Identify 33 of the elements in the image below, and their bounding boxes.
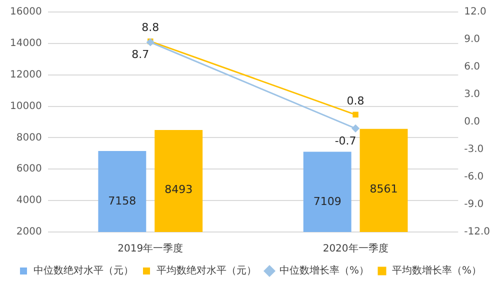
y2-tick-label: -6.0 — [464, 172, 484, 183]
data-label: 7109 — [313, 194, 342, 208]
y-tick-label: 8000 — [16, 132, 42, 144]
legend-label: 中位数增长率（%） — [280, 264, 370, 277]
y-tick-label: 12000 — [10, 69, 42, 80]
data-label: 0.8 — [346, 94, 364, 108]
y2-tick-label: -12.0 — [464, 226, 490, 238]
y-tick-label: 4000 — [16, 195, 42, 206]
y2-tick-label: 6.0 — [464, 62, 480, 73]
data-label: 7158 — [108, 194, 136, 208]
data-label: 8.7 — [132, 48, 150, 62]
y2-tick-label: -3.0 — [464, 144, 484, 156]
data-label: -0.7 — [334, 134, 356, 148]
point — [352, 112, 358, 118]
y2-tick-label: -9.0 — [464, 199, 484, 210]
y-tick-label: 16000 — [10, 6, 42, 18]
y-tick-label: 14000 — [10, 38, 42, 50]
y-tick-label: 6000 — [16, 164, 42, 175]
y2-tick-label: 12.0 — [464, 6, 486, 18]
legend-label: 中位数绝对水平（元） — [34, 264, 134, 277]
y2-tick-label: 0.0 — [464, 116, 480, 128]
x-tick-label: 2019年一季度 — [118, 242, 184, 255]
y-tick-label: 10000 — [10, 100, 42, 112]
y-tick-label: 2000 — [16, 226, 42, 238]
y2-tick-label: 3.0 — [464, 89, 480, 100]
y2-tick-label: 9.0 — [464, 34, 480, 46]
data-label: 8493 — [164, 182, 193, 196]
legend-label: 平均数绝对水平（元） — [156, 264, 256, 277]
point — [352, 124, 360, 132]
x-tick-label: 2020年一季度 — [322, 242, 388, 255]
data-label: 8.8 — [142, 21, 160, 34]
legend-label: 平均数增长率（%） — [392, 264, 482, 277]
data-label: 8561 — [370, 182, 398, 196]
